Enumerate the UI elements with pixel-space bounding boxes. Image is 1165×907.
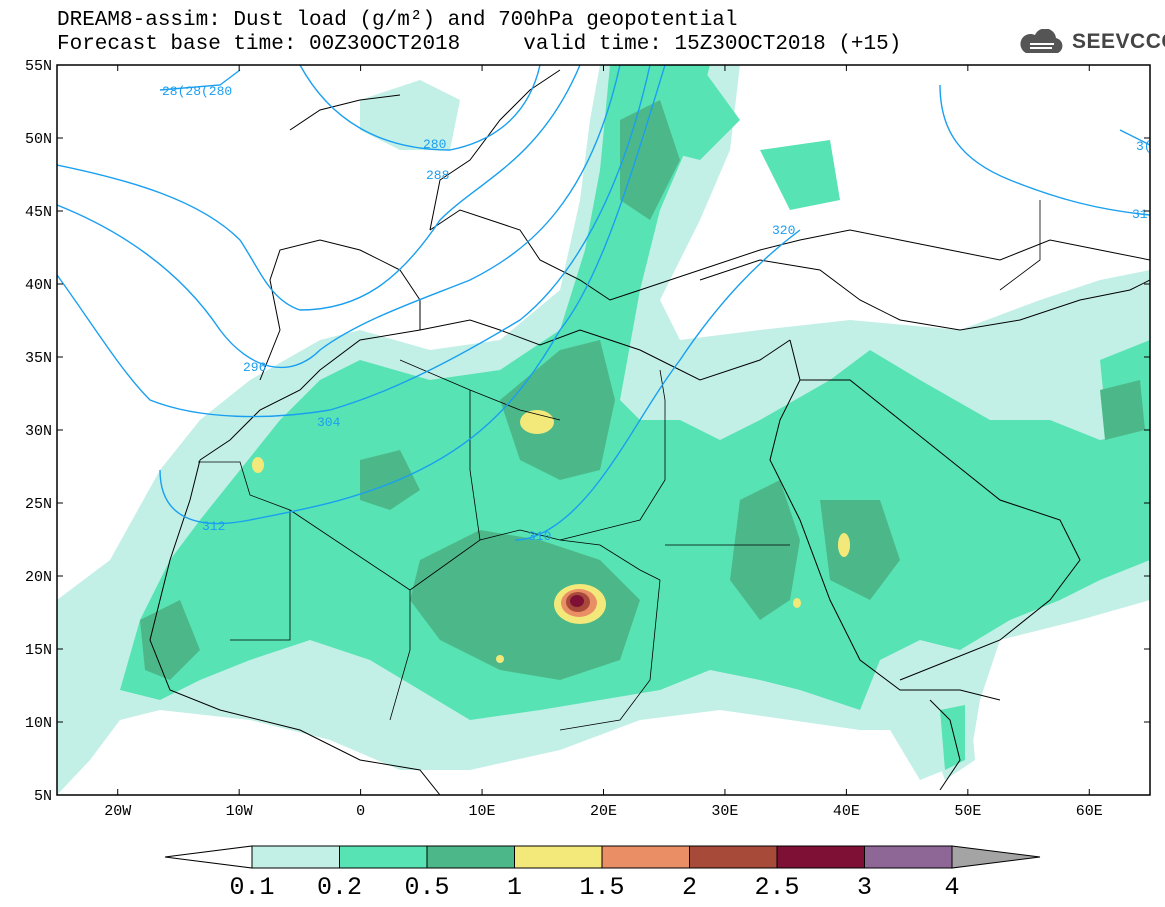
lat-label: 50N [25,131,52,148]
lat-label: 45N [25,204,52,221]
contour-label: 296 [243,360,266,375]
axis-ticks [57,64,1150,796]
colorbar-tick-label: 0.1 [229,873,274,902]
contour-label: 310 [528,529,551,544]
lon-label: 20W [104,803,131,820]
seevccc-logo: SEEVCCC [1018,27,1165,57]
colorbar-swatch [251,845,340,869]
colorbar: 0.1 0.2 0.5 1 1.5 2 2.5 3 4 [164,845,1041,902]
coastlines [149,69,1150,795]
lon-label: 20E [590,803,617,820]
lat-label: 40N [25,277,52,294]
colorbar-high-arrow [951,845,1041,869]
lat-label: 25N [25,496,52,513]
colorbar-tick-label: 0.2 [317,873,362,902]
colorbar-tick-label: 2.5 [754,873,799,902]
map-title: DREAM8-assim: Dust load (g/m²) and 700hP… [57,9,738,32]
cloud-icon [1020,29,1063,53]
colorbar-tick-label: 1 [507,873,522,902]
lat-label: 20N [25,569,52,586]
country-borders [198,200,1041,731]
lat-label: 15N [25,642,52,659]
contour-labels: 28(28(280 280 288 296 304 312 310 320 31… [162,84,1152,544]
colorbar-low-arrow [164,845,253,869]
lon-label: 10W [226,803,253,820]
contour-label: 280 [423,137,446,152]
colorbar-swatch [514,845,603,869]
colorbar-swatch [426,845,515,869]
colorbar-tick-label: 4 [944,873,959,902]
logo-text: SEEVCCC [1072,30,1165,53]
lat-label: 10N [25,715,52,732]
colorbar-swatch [601,845,690,869]
colorbar-tick-label: 3 [857,873,872,902]
contour-label: 288 [426,168,449,183]
forecast-time-subtitle: Forecast base time: 00Z30OCT2018 valid t… [57,33,902,56]
colorbar-tick-label: 1.5 [579,873,624,902]
lon-label: 40E [833,803,860,820]
colorbar-tick-label: 2 [682,873,697,902]
lat-label: 35N [25,350,52,367]
contour-label: 31 [1132,207,1148,222]
lat-label: 30N [25,423,52,440]
colorbar-tick-label: 0.5 [404,873,449,902]
colorbar-swatch [689,845,778,869]
lon-label: 50E [954,803,981,820]
lon-label: 0 [356,803,365,820]
lat-label: 5N [34,788,52,805]
contour-label: 304 [317,415,341,430]
lon-label: 60E [1076,803,1103,820]
contour-label: 28(28(280 [162,84,232,99]
colorbar-swatch [339,845,428,869]
longitude-labels: 20W 10W 0 10E 20E 30E 40E 50E 60E [104,803,1103,820]
geopotential-contours [57,65,1150,541]
lon-label: 10E [469,803,496,820]
colorbar-swatch [776,845,865,869]
dust-field [57,65,1150,795]
contour-label: 320 [772,223,795,238]
colorbar-swatch [864,845,953,869]
latitude-labels: 55N 50N 45N 40N 35N 30N 25N 20N 15N 10N 5N [25,58,52,805]
lat-label: 55N [25,58,52,75]
lon-label: 30E [711,803,738,820]
contour-label: 312 [202,519,225,534]
contour-label: 3( [1136,139,1152,154]
